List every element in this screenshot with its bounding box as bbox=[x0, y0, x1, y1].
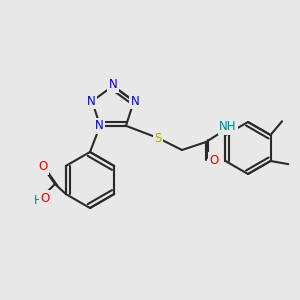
Text: O: O bbox=[38, 160, 48, 173]
Text: H: H bbox=[34, 194, 42, 206]
Text: NH: NH bbox=[219, 121, 237, 134]
Text: N: N bbox=[109, 79, 117, 92]
Text: O: O bbox=[209, 154, 219, 166]
Text: S: S bbox=[154, 133, 162, 146]
Text: N: N bbox=[95, 119, 103, 132]
Text: N: N bbox=[87, 95, 95, 108]
Text: N: N bbox=[130, 95, 139, 108]
Text: O: O bbox=[40, 191, 50, 205]
